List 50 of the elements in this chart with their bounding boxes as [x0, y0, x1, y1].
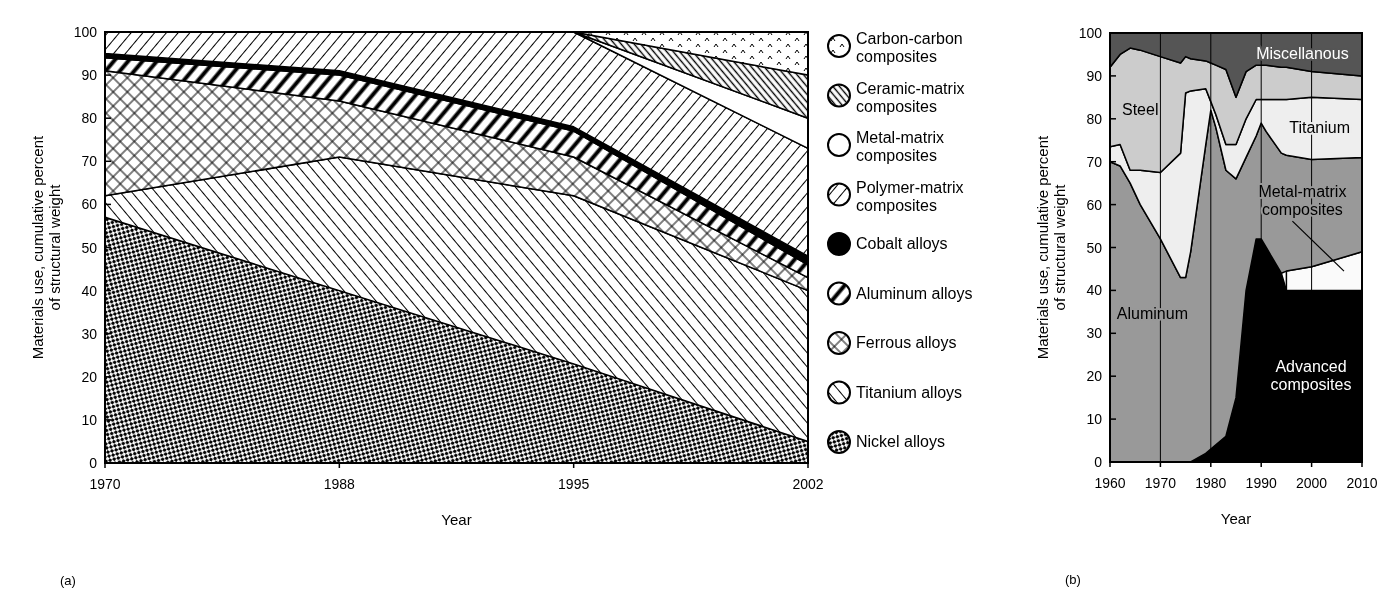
y-tick-label: 50	[1086, 239, 1103, 256]
x-tick-label: 1995	[558, 476, 590, 492]
y-tick-label: 70	[81, 153, 98, 170]
y-tick-label: 30	[81, 325, 98, 342]
y-tick-label: 100	[1078, 25, 1103, 41]
legend-label: Titanium alloys	[856, 383, 963, 401]
y-tick-label: 50	[81, 239, 98, 256]
legend-label: Nickel alloys	[856, 433, 945, 450]
x-axis-title: Year	[441, 511, 472, 528]
y-tick-label: 60	[1086, 196, 1103, 213]
y-tick-label: 70	[1086, 153, 1103, 170]
legend-label: Ferrous alloys	[856, 334, 957, 351]
y-tick-label: 10	[81, 411, 98, 428]
x-axis-title: Year	[1220, 510, 1252, 527]
legend-label: Polymer-matrix composites	[856, 178, 964, 214]
legend-label: Metal-matrix composites	[856, 129, 945, 164]
y-tick-label: 20	[1086, 368, 1103, 385]
legend-label: Ceramic-matrix composites	[856, 79, 965, 115]
y-axis-title: Materials use, cumulative percent of structural weight	[1034, 134, 1068, 360]
x-tick-label: 2000	[1296, 475, 1328, 491]
y-tick-label: 0	[1094, 454, 1103, 470]
x-tick-label: 1988	[323, 476, 356, 492]
y-tick-label: 20	[81, 368, 98, 385]
y-tick-label: 90	[81, 67, 98, 84]
y-tick-label: 80	[1086, 110, 1103, 127]
x-tick-label: 1970	[1144, 475, 1177, 491]
series-label: Steel	[1122, 101, 1159, 119]
y-tick-label: 60	[81, 196, 98, 213]
x-tick-label: 1990	[1245, 475, 1277, 491]
series-label: Miscellanous	[1256, 45, 1349, 63]
y-tick-label: 100	[73, 24, 98, 40]
legend-label: Carbon-carbon composites	[856, 30, 963, 65]
legend-label: Aluminum alloys	[856, 284, 973, 302]
legend-label: Cobalt alloys	[856, 235, 948, 252]
x-tick-label: 2002	[792, 476, 824, 492]
x-tick-label: 1980	[1195, 475, 1227, 491]
y-tick-label: 80	[81, 110, 98, 127]
series-label: Advanced composites	[1270, 358, 1352, 394]
y-tick-label: 0	[89, 455, 98, 471]
y-tick-label: 30	[1086, 325, 1103, 342]
x-tick-label: 1960	[1094, 475, 1126, 491]
y-tick-label: 40	[1086, 282, 1103, 299]
x-tick-label: 2010	[1346, 475, 1378, 491]
text: (a)	[60, 573, 76, 588]
y-axis-title: Materials use, cumulative percent of structural weight	[29, 134, 63, 360]
y-tick-label: 40	[81, 282, 98, 299]
y-tick-label: 90	[1086, 67, 1103, 84]
y-tick-label: 10	[1086, 411, 1103, 428]
text: (b)	[1065, 572, 1081, 587]
x-tick-label: 1970	[89, 476, 121, 492]
